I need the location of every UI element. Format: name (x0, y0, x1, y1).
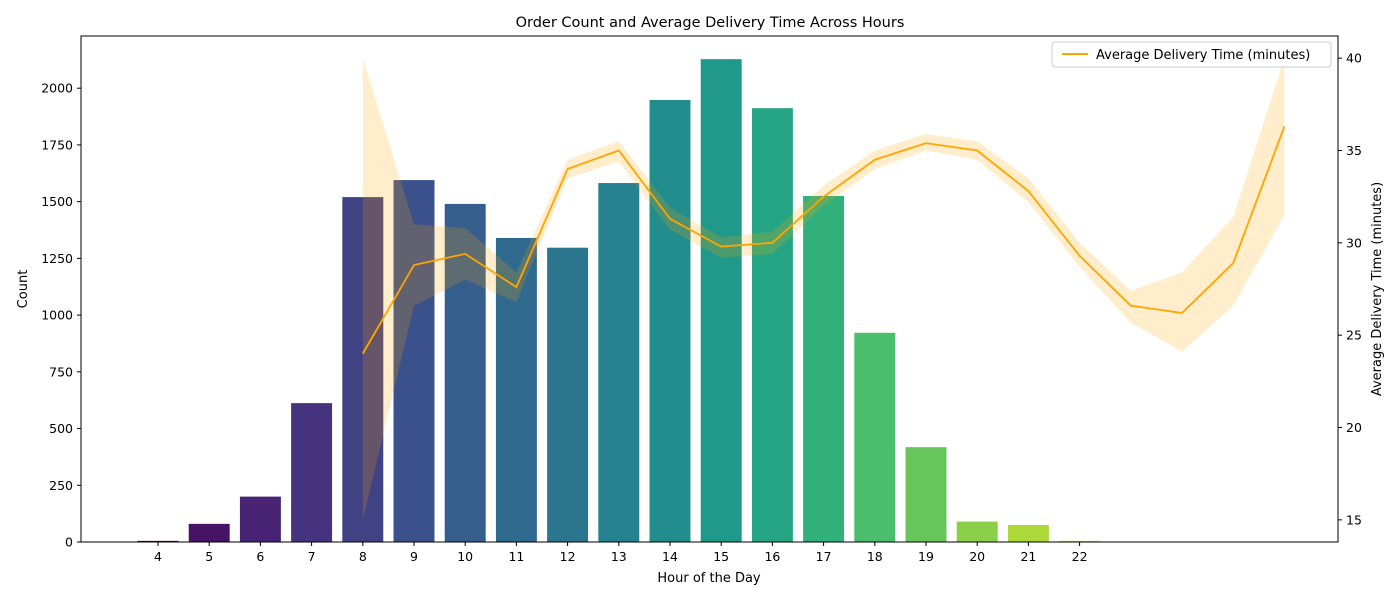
bar-hour-17 (803, 195, 845, 542)
y-tick-label: 1750 (41, 137, 73, 152)
x-axis-label: Hour of the Day (657, 571, 761, 586)
x-tick-label: 22 (1072, 549, 1088, 564)
x-tick-label: 12 (560, 549, 576, 564)
bar-hour-4 (137, 540, 179, 542)
x-tick-label: 5 (205, 549, 213, 564)
x-tick-label: 15 (713, 549, 729, 564)
y2-tick-label: 20 (1346, 420, 1362, 435)
y-tick-label: 0 (65, 535, 73, 550)
bar-hour-21 (1007, 524, 1049, 542)
bar-hour-20 (956, 521, 998, 542)
delivery-time-confidence-band (362, 58, 1285, 520)
x-tick-label: 7 (308, 549, 316, 564)
bar-hour-5 (188, 523, 230, 542)
x-tick-label: 19 (918, 549, 934, 564)
x-tick-label: 10 (457, 549, 473, 564)
bar-hour-16 (751, 108, 793, 542)
x-tick-label: 17 (816, 549, 832, 564)
x-tick-label: 14 (662, 549, 678, 564)
bar-hour-6 (239, 496, 281, 542)
legend-box (1051, 41, 1332, 68)
bar-hour-14 (649, 99, 691, 543)
x-tick-label: 6 (256, 549, 264, 564)
confidence-band-group (362, 58, 1285, 520)
legend-label: Average Delivery Time (minutes) (1096, 48, 1310, 63)
x-tick-label: 18 (867, 549, 883, 564)
delivery-time-line (362, 126, 1286, 355)
line-series-group (362, 126, 1286, 355)
y2-tick-label: 25 (1346, 328, 1362, 343)
axes-group: 4 5 6 7 8 9 10 11 12 13 14 15 16 17 18 19 20 21 22 0 250 500 7… (41, 51, 1362, 564)
y2-tick-label: 40 (1346, 51, 1362, 66)
bar-hour-8 (342, 197, 384, 542)
x-tick-label: 21 (1020, 549, 1036, 564)
x-tick-label: 11 (508, 549, 524, 564)
bar-hour-11 (495, 237, 537, 543)
y-axis-label: Count (16, 270, 31, 309)
chart-title: Order Count and Average Delivery Time Ac… (516, 15, 905, 31)
x-tick-label: 9 (410, 549, 418, 564)
y-tick-label: 2000 (41, 81, 73, 96)
y-tick-label: 1000 (41, 308, 73, 323)
bar-hour-13 (598, 183, 640, 542)
x-tick-label: 13 (611, 549, 627, 564)
x-tick-label: 8 (359, 549, 367, 564)
bar-hour-10 (444, 203, 486, 542)
x-tick-label: 20 (969, 549, 985, 564)
y2-axis-label: Average Delivery Time (minutes) (1370, 182, 1385, 396)
bar-hour-18 (854, 332, 896, 542)
bar-series-group (137, 59, 1101, 543)
y2-tick-label: 35 (1346, 143, 1362, 158)
bar-hour-19 (905, 447, 947, 542)
bar-hour-15 (700, 59, 742, 542)
y-tick-label: 250 (49, 478, 73, 493)
bar-hour-12 (547, 247, 589, 543)
y2-tick-label: 30 (1346, 235, 1362, 250)
x-tick-label: 16 (764, 549, 780, 564)
bar-hour-7 (291, 403, 333, 542)
x-tick-label: 4 (154, 549, 162, 564)
plot-frame (80, 35, 1339, 543)
bar-hour-9 (393, 180, 435, 542)
y-tick-label: 750 (49, 364, 73, 379)
y-tick-label: 1500 (41, 194, 73, 209)
legend: Average Delivery Time (minutes) (1051, 41, 1332, 68)
y2-tick-label: 15 (1346, 512, 1362, 527)
y-tick-label: 1250 (41, 251, 73, 266)
y-tick-label: 500 (49, 421, 73, 436)
bar-hour-22 (1059, 540, 1101, 542)
